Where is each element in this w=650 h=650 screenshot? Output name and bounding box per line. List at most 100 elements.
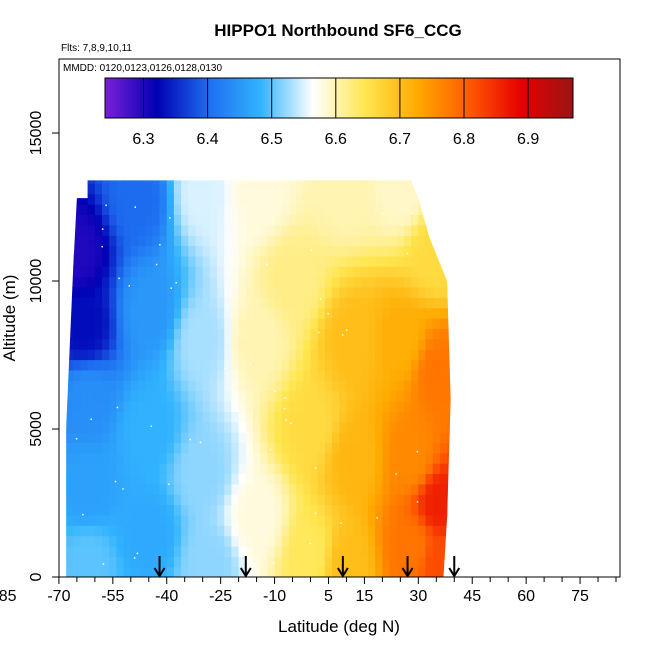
colorbar-tick-label: 6.5 [261,131,283,148]
heatmap-cell [303,204,312,215]
heatmap-cell [152,400,161,412]
heatmap-cell [245,286,254,298]
heatmap-cell [439,318,448,329]
heatmap-cell [353,504,362,516]
sample-point [224,367,226,369]
heatmap-cell [66,473,74,485]
heatmap-cell [130,180,139,184]
heatmap-cell [382,349,391,361]
heatmap-cell [217,504,225,516]
heatmap-cell [94,224,103,236]
heatmap-cell [360,504,369,516]
heatmap-cell [73,214,82,226]
sample-point [136,552,139,555]
heatmap-cell [87,566,96,578]
heatmap-cell [339,535,348,547]
heatmap-cell [116,318,125,329]
heatmap-cell [368,328,376,340]
heatmap-cell [231,566,240,578]
heatmap-cell [245,421,254,433]
heatmap-cell [360,276,369,288]
heatmap-cell [296,514,304,526]
heatmap-cell [152,204,161,215]
heatmap-cell [281,276,290,288]
sample-point [237,248,239,250]
heatmap-cell [324,463,333,474]
heatmap-cell [159,214,168,226]
heatmap-cell [66,318,74,329]
heatmap-cell [116,411,125,423]
heatmap-cell [447,224,451,236]
heatmap-cell [411,535,419,547]
heatmap-cell [238,442,247,454]
heatmap-cell [411,390,419,402]
heatmap-cell [102,452,110,464]
heatmap-cell [346,390,355,402]
heatmap-cell [245,390,254,402]
heatmap-cell [317,504,326,516]
heatmap-cell [303,235,312,247]
heatmap-cell [87,535,96,547]
heatmap-cell [217,255,225,267]
heatmap-cell [317,545,326,557]
heatmap-cell [166,307,175,319]
heatmap-cell [403,525,412,537]
heatmap-cell [360,566,369,578]
heatmap-cell [368,494,376,506]
heatmap-cell [389,411,398,423]
heatmap-cell [303,504,312,516]
heatmap-cell [123,276,132,288]
heatmap-cell [188,235,197,247]
heatmap-cell [382,318,391,329]
heatmap-cell [195,442,204,454]
heatmap-cell [396,514,405,526]
heatmap-cell [346,494,355,506]
heatmap-cell [389,494,398,506]
heatmap-cell [389,452,398,464]
heatmap-cell [418,380,427,392]
heatmap-cell [260,369,268,381]
heatmap-cell [425,400,434,412]
heatmap-cell [94,266,103,278]
heatmap-cell [166,504,175,516]
heatmap-cell [317,390,326,402]
heatmap-cell [281,566,290,578]
heatmap-cell [188,535,197,547]
heatmap-cell [432,535,441,547]
heatmap-cell [87,556,96,568]
heatmap-cell [288,245,297,257]
heatmap-cell [432,483,441,495]
heatmap-cell [195,276,204,288]
heatmap-cell [138,514,146,526]
heatmap-cell [360,390,369,402]
heatmap-cell [181,318,189,329]
heatmap-cell [439,369,448,381]
heatmap-cell [360,318,369,329]
sample-points [75,204,419,565]
heatmap-cell [310,255,319,267]
heatmap-cell [281,432,290,443]
heatmap-cell [439,276,448,288]
heatmap-cell [296,180,304,184]
heatmap-cell [80,442,89,454]
heatmap-cell [109,525,117,537]
heatmap-cell [195,400,204,412]
heatmap-cell [209,224,218,236]
heatmap-cell [267,556,276,568]
heatmap-cell [181,369,189,381]
heatmap-cell [310,556,319,568]
heatmap-cell [109,328,117,340]
heatmap-cell [396,276,405,288]
heatmap-cell [382,566,391,578]
heatmap-cell [217,214,225,226]
heatmap-cell [73,566,82,578]
heatmap-cell [339,421,348,433]
heatmap-cell [396,183,405,195]
heatmap-cell [375,214,383,226]
heatmap-cell [432,183,441,195]
heatmap-cell [109,566,117,578]
heatmap-cell [231,204,240,215]
heatmap-cell [267,535,276,547]
heatmap-cell [238,359,247,371]
heatmap-cell [195,514,204,526]
